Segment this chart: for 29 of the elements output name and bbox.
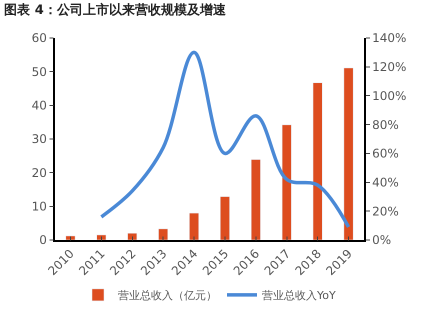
y-tick-label: 20	[32, 166, 47, 180]
y-tick-label: 60	[32, 31, 47, 46]
y-tick-label: 10	[32, 200, 47, 214]
y2-tick-label: 140%	[372, 31, 406, 46]
y2-tick-label: 40%	[372, 175, 399, 190]
bar	[282, 124, 292, 240]
legend-label: 营业总收入YoY	[262, 289, 336, 302]
legend-label: 营业总收入（亿元）	[118, 289, 217, 302]
bar	[96, 234, 106, 240]
y2-tick-label: 120%	[372, 60, 406, 74]
y2-tick-label: 80%	[372, 118, 399, 132]
y2-tick-label: 60%	[372, 146, 399, 161]
bar	[344, 68, 354, 240]
bar	[158, 228, 168, 240]
line-series	[100, 50, 350, 229]
y-tick-label: 50	[32, 64, 47, 79]
y2-tick-label: 20%	[372, 204, 399, 218]
bar	[220, 196, 230, 240]
y-tick-label: 0	[39, 233, 47, 248]
y-tick-label: 40	[32, 98, 47, 113]
bar	[250, 159, 261, 240]
bar	[66, 236, 76, 240]
bar	[127, 233, 138, 240]
chart-title: 图表 4：公司上市以来营收规模及增速	[4, 2, 227, 18]
y-tick-label: 30	[32, 132, 47, 146]
bar	[189, 212, 199, 240]
bar	[312, 82, 323, 240]
y2-tick-label: 100%	[372, 88, 406, 103]
y2-tick-label: 0%	[372, 233, 392, 248]
